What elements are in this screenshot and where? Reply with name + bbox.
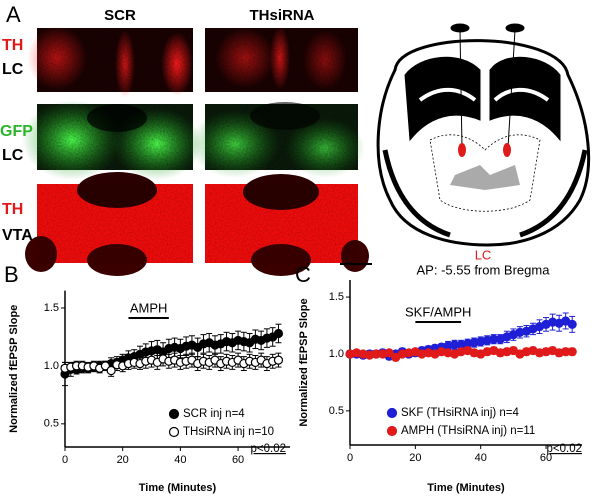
panel-label: C — [295, 262, 311, 287]
data-point — [567, 319, 577, 329]
micrographs — [22, 26, 369, 276]
x-tick-label: 0 — [347, 452, 353, 464]
y-tick-label: 1.5 — [329, 291, 344, 303]
data-point — [273, 355, 284, 365]
y-tick-label: 0.5 — [329, 405, 344, 417]
y-tick-label: 0.5 — [44, 418, 59, 430]
p-value: p<0.02 — [547, 443, 583, 455]
x-tick-label: 60 — [232, 454, 244, 466]
data-point — [273, 328, 284, 339]
y-axis-label: Normalized fEPSP Slope — [298, 298, 310, 426]
legend-marker — [168, 408, 180, 420]
panel-label: A — [6, 2, 21, 27]
data-point — [106, 365, 116, 376]
legend-marker — [386, 425, 398, 437]
row-label: LC — [2, 147, 24, 164]
x-axis-label: Time (Minutes) — [139, 482, 217, 494]
coordinate-label: AP: -5.55 from Bregma — [417, 262, 551, 277]
legend-label: THsiRNA inj n=10 — [183, 426, 274, 438]
x-tick-label: 40 — [174, 454, 186, 466]
x-tick-label: 20 — [409, 452, 421, 464]
legend-marker — [386, 407, 398, 419]
row-label: TH — [2, 37, 23, 54]
legend-label: AMPH (THsiRNA inj) n=11 — [401, 425, 535, 437]
y-axis-label: Normalized fEPSP Slope — [8, 305, 20, 433]
x-tick-label: 60 — [540, 452, 552, 464]
row-label: TH — [2, 201, 23, 218]
legend-label: SKF (THsiRNA inj) n=4 — [401, 407, 520, 419]
y-tick-label: 1.5 — [44, 302, 59, 314]
data-point — [567, 347, 577, 357]
row-label: VTA — [2, 227, 33, 244]
column-title: SCR — [104, 7, 136, 24]
treatment-label: AMPH — [130, 300, 168, 315]
legend-marker — [168, 426, 180, 438]
x-axis-label: Time (Minutes) — [427, 482, 505, 494]
panel-label: B — [4, 262, 19, 287]
x-tick-label: 20 — [117, 454, 129, 466]
brain-diagram — [340, 23, 591, 265]
data-point — [384, 348, 394, 358]
y-tick-label: 1.0 — [44, 360, 59, 372]
p-value: p<0.02 — [251, 443, 287, 455]
row-label: LC — [2, 61, 24, 78]
row-label: GFP — [0, 123, 33, 140]
legend-label: SCR inj n=4 — [183, 408, 245, 420]
region-label: LC — [475, 247, 492, 262]
x-tick-label: 40 — [475, 452, 487, 464]
column-title: THsiRNA — [249, 7, 314, 24]
treatment-label: SKF/AMPH — [405, 304, 471, 319]
y-tick-label: 1.0 — [329, 348, 344, 360]
x-tick-label: 0 — [62, 454, 68, 466]
